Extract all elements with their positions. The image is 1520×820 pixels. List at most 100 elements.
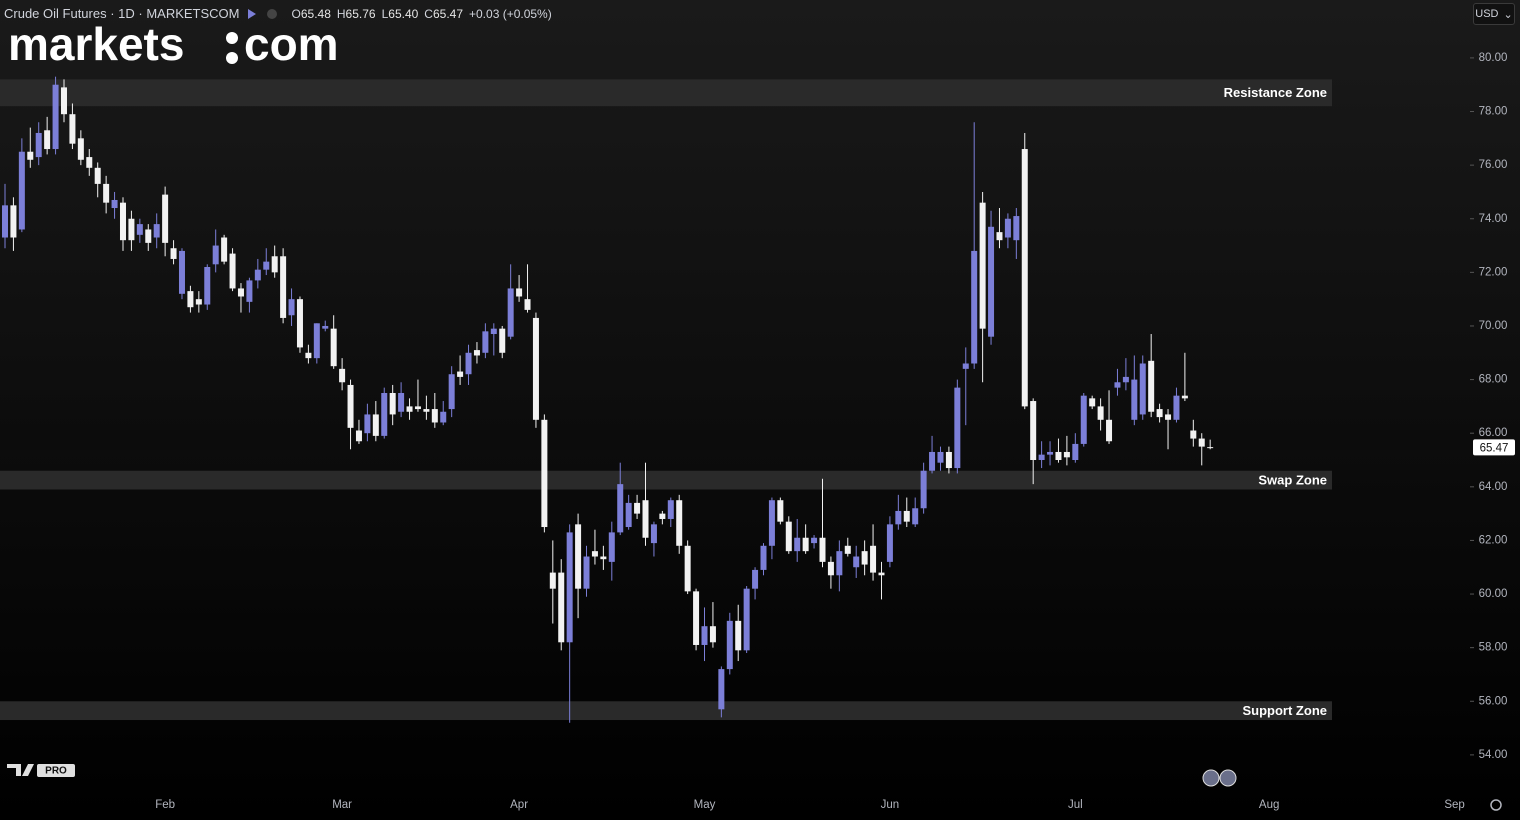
candle-body: [1173, 395, 1180, 420]
candle-body: [372, 414, 379, 436]
candle-body: [558, 572, 565, 643]
candle-body: [145, 229, 152, 243]
x-tick-label: Aug: [1259, 799, 1279, 811]
candle-body: [119, 202, 126, 241]
y-tick-label: 62.00: [1479, 534, 1508, 546]
candle-body: [288, 299, 295, 316]
candle-body: [945, 451, 952, 469]
flags: [1202, 769, 1237, 787]
candle-body: [465, 352, 472, 375]
candle-body: [1055, 451, 1062, 461]
zone-label: Swap Zone: [1258, 473, 1327, 488]
candle-body: [1190, 430, 1197, 439]
logo-dot: [226, 52, 238, 64]
candle-body: [929, 451, 936, 471]
logo-text: markets: [8, 18, 184, 70]
candle-body: [524, 299, 531, 310]
legend-header: Crude Oil Futures · 1D · MARKETSCOM O65.…: [4, 6, 552, 21]
candle-body: [52, 84, 59, 150]
candle-body: [541, 419, 548, 528]
candle-body: [296, 299, 303, 348]
ohlc-key: L: [381, 6, 389, 21]
y-tick-label: 66.00: [1479, 427, 1508, 439]
candle-body: [827, 561, 834, 576]
candle-body: [27, 151, 34, 160]
candle-body: [600, 556, 607, 560]
logo: markets com: [8, 18, 339, 70]
candle-body: [170, 248, 177, 259]
candle-body: [1131, 379, 1138, 420]
candle-body: [1047, 451, 1054, 455]
currency-label: USD: [1475, 8, 1499, 20]
candle-body: [836, 551, 843, 576]
candle-body: [659, 513, 666, 519]
candle-body: [339, 368, 346, 383]
candle-body: [77, 138, 84, 160]
candle-body: [280, 256, 287, 318]
candles: [2, 76, 1214, 723]
x-tick-label: Sep: [1444, 799, 1464, 811]
ohlc-values: O65.48 H65.76 L65.40 C65.47 +0.03 (+0.05%): [286, 7, 552, 21]
last-price-box: [1473, 439, 1515, 456]
flag-icon: [1202, 769, 1220, 787]
ohlc-change: +0.03 (+0.05%): [469, 6, 552, 21]
candle-body: [903, 510, 910, 522]
candle-body: [204, 266, 211, 305]
candle-body: [136, 224, 143, 235]
chart-title: Crude Oil Futures · 1D · MARKETSCOM: [4, 6, 240, 21]
candle-body: [60, 87, 67, 115]
candle-body: [69, 114, 76, 144]
candle-body: [473, 350, 480, 356]
candle-body: [406, 406, 413, 412]
y-tick-label: 54.00: [1479, 749, 1508, 761]
candle-body: [1089, 398, 1096, 407]
candle-body: [709, 626, 716, 643]
candle-body: [322, 325, 329, 329]
x-tick-label: Jun: [881, 799, 900, 811]
candle-body: [389, 392, 396, 415]
zone-label: Support Zone: [1243, 703, 1328, 718]
logo-dot: [226, 32, 238, 44]
ohlc-key: C: [424, 6, 433, 21]
candle-body: [1148, 360, 1155, 412]
zone: [0, 79, 1332, 107]
candle-body: [414, 406, 421, 410]
y-tick-label: 70.00: [1479, 320, 1508, 332]
candle-body: [1072, 443, 1079, 461]
candle-body: [752, 569, 759, 589]
candle-body: [886, 524, 893, 562]
candle-body: [979, 202, 986, 329]
candle-body: [1013, 216, 1020, 241]
candle-body: [305, 352, 312, 359]
candle-body: [785, 521, 792, 552]
candle-body: [271, 256, 278, 273]
candle-body: [684, 545, 691, 592]
candle-body: [988, 226, 995, 337]
candle-body: [221, 237, 228, 262]
candle-body: [996, 232, 1003, 241]
candle-body: [1156, 409, 1163, 418]
candle-body: [794, 537, 801, 552]
candle-body: [549, 572, 556, 589]
candle-body: [870, 545, 877, 573]
candle-body: [634, 502, 641, 514]
candle-body: [625, 502, 632, 528]
candle-body: [162, 194, 169, 243]
candle-body: [364, 414, 371, 434]
candle-body: [381, 392, 388, 436]
currency-selector[interactable]: USD ⌄: [1473, 3, 1515, 25]
candle-body: [566, 532, 573, 643]
status-icon: [266, 8, 277, 19]
candle-body: [853, 556, 860, 568]
candle-body: [448, 374, 455, 410]
candle-body: [819, 537, 826, 562]
candle-body: [94, 167, 101, 184]
candle-body: [18, 151, 25, 230]
candle-body: [1063, 451, 1070, 458]
settings-icon[interactable]: [1490, 799, 1502, 811]
candle-body: [878, 572, 885, 576]
last-price-label: 65.47: [1480, 442, 1509, 454]
candle-body: [802, 537, 809, 552]
candle-body: [1139, 363, 1146, 415]
